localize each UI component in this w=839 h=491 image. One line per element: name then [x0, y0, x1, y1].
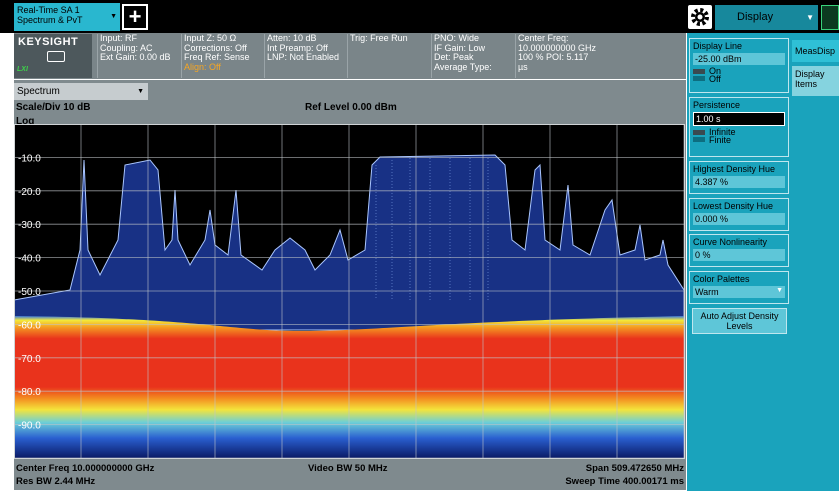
- res-bw: Res BW 2.44 MHz: [16, 476, 95, 487]
- menu-dropdown[interactable]: Display ▼: [715, 5, 818, 30]
- screen: Real-Time SA 1 Spectrum & PvT ▼ + Displa…: [0, 0, 839, 491]
- gear-icon: [688, 5, 712, 29]
- side-tab[interactable]: Display Items: [792, 66, 839, 96]
- control-value: 0.000 %: [693, 213, 785, 225]
- brand: KEYSIGHT: [14, 34, 92, 50]
- info-column: Trig: Free Run: [347, 34, 430, 78]
- dropdown-arrow: ▼: [110, 12, 117, 22]
- control-value-text: Warm: [695, 287, 719, 297]
- side-tab[interactable]: MeasDisp: [792, 40, 839, 62]
- highest-density-control[interactable]: Highest Density Hue 4.387 %: [689, 161, 789, 194]
- y-axis-label: -40.0: [18, 254, 41, 265]
- auto-adjust-button[interactable]: Auto Adjust Density Levels: [692, 308, 787, 334]
- y-axis-label: -30.0: [18, 220, 41, 231]
- info-item: Average Type:: [434, 63, 514, 73]
- info-item: LNP: Not Enabled: [267, 53, 347, 63]
- y-axis-label: -50.0: [18, 287, 41, 298]
- info-item: Align: Off: [184, 63, 264, 73]
- control-value: Warm ▼: [693, 286, 785, 298]
- dropdown-arrow: ▼: [137, 83, 144, 100]
- control-value: 1.00 s: [693, 112, 785, 126]
- menu-label: Display: [737, 11, 773, 23]
- y-axis-label: -60.0: [18, 320, 41, 331]
- ref-level: Ref Level 0.00 dBm: [305, 102, 397, 113]
- y-axis-label: -10.0: [18, 153, 41, 164]
- tab[interactable]: Real-Time SA 1 Spectrum & PvT ▼: [14, 3, 120, 31]
- trace-selector-label: Spectrum: [17, 86, 60, 97]
- control-value: 0 %: [693, 249, 785, 261]
- y-axis-label: -90.0: [18, 421, 41, 432]
- dropdown-arrow: ▼: [776, 287, 783, 294]
- remote-icon: [47, 51, 65, 62]
- lowest-density-control[interactable]: Lowest Density Hue 0.000 %: [689, 198, 789, 231]
- info-item: Trig: Free Run: [350, 34, 430, 44]
- settings-button[interactable]: [688, 5, 712, 29]
- center-freq: Center Freq 10.000000000 GHz: [16, 463, 154, 474]
- dropdown-arrow: ▼: [806, 5, 814, 30]
- y-axis-label: -80.0: [18, 387, 41, 398]
- option: Finite: [709, 136, 736, 144]
- status-icon: [821, 5, 839, 30]
- y-axis-label: -70.0: [18, 354, 41, 365]
- info-item: Ext Gain: 0.00 dB: [100, 53, 180, 63]
- control-value: -25.00 dBm: [693, 53, 785, 65]
- span: Span 509.472650 MHz: [586, 463, 684, 474]
- curve-nonlinearity-control[interactable]: Curve Nonlinearity 0 %: [689, 234, 789, 267]
- side-tabs: [791, 33, 839, 491]
- control-label: Display Line: [693, 41, 785, 51]
- sweep-time: Sweep Time 400.00171 ms: [565, 476, 684, 487]
- y-axis-label: -20.0: [18, 187, 41, 198]
- info-item: 100 % POI: 5.117 µs: [518, 53, 598, 72]
- control-label: Persistence: [693, 100, 785, 110]
- info-item: Center Freq: 10.000000000 GHz: [518, 34, 598, 53]
- color-palettes-control[interactable]: Color Palettes Warm ▼: [689, 271, 789, 304]
- control-label: Highest Density Hue: [693, 164, 785, 174]
- control-label: Lowest Density Hue: [693, 201, 785, 211]
- scale-div: Scale/Div 10 dB: [16, 102, 90, 113]
- lxi-badge: LXI: [17, 66, 28, 73]
- trace-selector[interactable]: Spectrum ▼: [14, 83, 148, 100]
- option: Off: [709, 75, 721, 83]
- density-plot: -10.0 -20.0 -30.0 -40.0 -50.0 -60.0 -70.0 -80.0…: [14, 124, 685, 459]
- video-bw: Video BW 50 MHz: [308, 463, 388, 474]
- control-label: Curve Nonlinearity: [693, 237, 785, 247]
- tab-line: Spectrum & PvT: [17, 16, 117, 26]
- control-value: 4.387 %: [693, 176, 785, 188]
- add-button[interactable]: +: [122, 4, 148, 30]
- control-label: Color Palettes: [693, 274, 785, 284]
- brand-box: KEYSIGHT LXI: [14, 34, 92, 78]
